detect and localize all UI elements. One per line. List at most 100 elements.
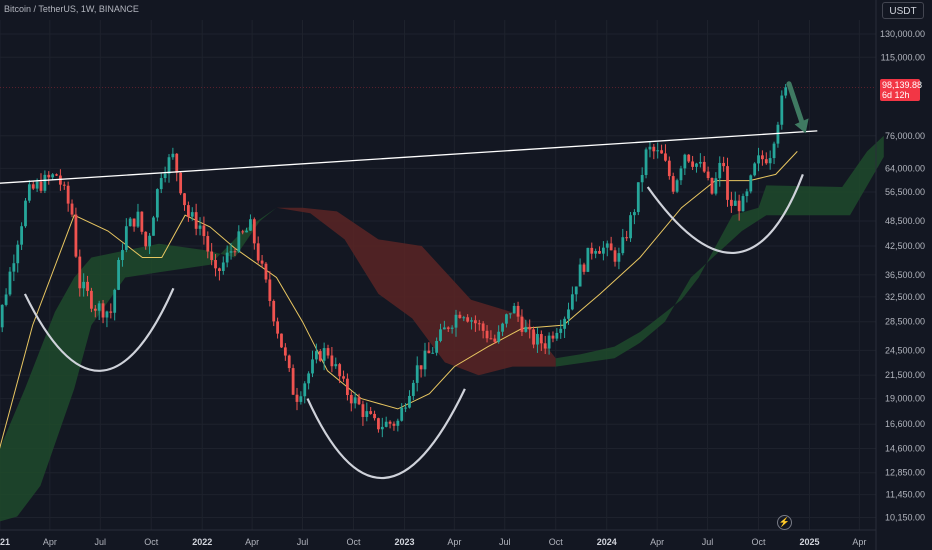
candle-body <box>512 305 516 314</box>
candle-body <box>318 351 322 361</box>
candle-body <box>357 397 361 405</box>
candle-body <box>373 413 376 419</box>
candle-body <box>388 421 392 424</box>
candlesticks <box>0 84 788 438</box>
x-tick-label: Jul <box>499 537 511 547</box>
candle-body <box>55 174 58 176</box>
x-tick-label: 2025 <box>799 537 819 547</box>
y-tick-label: 10,150.00 <box>885 512 925 522</box>
candle-body <box>563 318 567 329</box>
candle-body <box>745 191 749 197</box>
candle-body <box>695 163 698 167</box>
candle-body <box>62 184 66 186</box>
candle-body <box>617 253 621 262</box>
candle-body <box>194 212 198 229</box>
candle-body <box>613 250 617 262</box>
candle-body <box>508 313 512 315</box>
candle-body <box>567 309 570 319</box>
candle-body <box>384 421 388 427</box>
candle-body <box>20 226 24 245</box>
y-tick-label: 12,850.00 <box>885 468 925 478</box>
projection-arrow-head <box>794 118 809 134</box>
y-tick-label: 32,500.00 <box>885 292 925 302</box>
candle-body <box>314 351 318 360</box>
ichimoku-cloud <box>0 135 884 522</box>
drawing-annotations <box>0 81 818 480</box>
candle-body <box>218 268 221 271</box>
candle-body <box>423 350 427 370</box>
candle-body <box>377 418 380 430</box>
candle-body <box>466 317 470 322</box>
candle-body <box>311 359 314 374</box>
candle-body <box>330 355 334 367</box>
candle-body <box>93 308 97 311</box>
currency-badge[interactable]: USDT <box>882 2 924 19</box>
candle-body <box>660 150 663 154</box>
candle-body <box>753 163 757 176</box>
candle-body <box>39 181 43 191</box>
candle-body <box>291 368 295 395</box>
y-tick-label: 36,500.00 <box>885 270 925 280</box>
candle-body <box>210 251 214 260</box>
candle-body <box>353 397 357 404</box>
candle-body <box>439 329 442 341</box>
candle-body <box>369 411 373 414</box>
candle-body <box>629 215 632 239</box>
y-tick-label: 56,500.00 <box>885 187 925 197</box>
candle-body <box>733 200 737 206</box>
candle-body <box>186 205 190 217</box>
candle-body <box>675 180 679 192</box>
y-tick-label: 11,450.00 <box>886 490 925 500</box>
candle-body <box>179 172 183 194</box>
candle-body <box>47 174 51 178</box>
candle-body <box>70 203 74 215</box>
candle-body <box>539 334 543 344</box>
candle-body <box>361 404 365 417</box>
candle-body <box>458 314 462 318</box>
ma-line <box>0 151 798 449</box>
candle-body <box>326 348 330 356</box>
candle-body <box>698 161 702 164</box>
candle-body <box>784 87 788 96</box>
candle-body <box>249 219 252 231</box>
x-tick-label: 2024 <box>597 537 617 547</box>
candle-body <box>338 364 342 377</box>
candle-body <box>590 247 594 254</box>
candle-body <box>656 150 660 152</box>
candle-body <box>245 230 248 233</box>
candle-body <box>167 157 171 174</box>
candle-body <box>729 199 733 206</box>
x-tick-label: Oct <box>549 537 564 547</box>
candle-body <box>474 320 477 324</box>
candle-body <box>27 184 31 201</box>
candle-body <box>24 200 27 227</box>
candle-body <box>8 271 12 295</box>
candle-body <box>175 153 179 173</box>
candle-body <box>625 237 629 239</box>
candle-body <box>198 225 202 229</box>
candle-body <box>268 279 272 301</box>
candle-body <box>90 290 93 309</box>
candle-body <box>636 182 640 213</box>
y-tick-label: 14,600.00 <box>885 444 925 454</box>
candle-body <box>109 311 113 313</box>
candle-body <box>485 330 489 339</box>
candle-body <box>121 249 124 260</box>
candle-body <box>644 149 648 175</box>
candle-body <box>97 303 101 311</box>
lightning-bolt-icon[interactable]: ⚡ <box>777 515 792 530</box>
candle-body <box>43 174 47 191</box>
candle-body <box>349 395 353 404</box>
x-tick-label: Oct <box>144 537 159 547</box>
x-tick-label: 2021 <box>0 537 10 547</box>
candle-body <box>679 168 683 181</box>
candle-body <box>237 231 241 252</box>
candle-body <box>633 212 636 216</box>
candle-body <box>582 264 586 272</box>
y-tick-label: 115,000.00 <box>881 52 925 62</box>
candle-body <box>144 231 148 247</box>
x-tick-label: Oct <box>346 537 361 547</box>
y-tick-label: 24,500.00 <box>885 345 925 355</box>
candle-body <box>365 411 369 417</box>
